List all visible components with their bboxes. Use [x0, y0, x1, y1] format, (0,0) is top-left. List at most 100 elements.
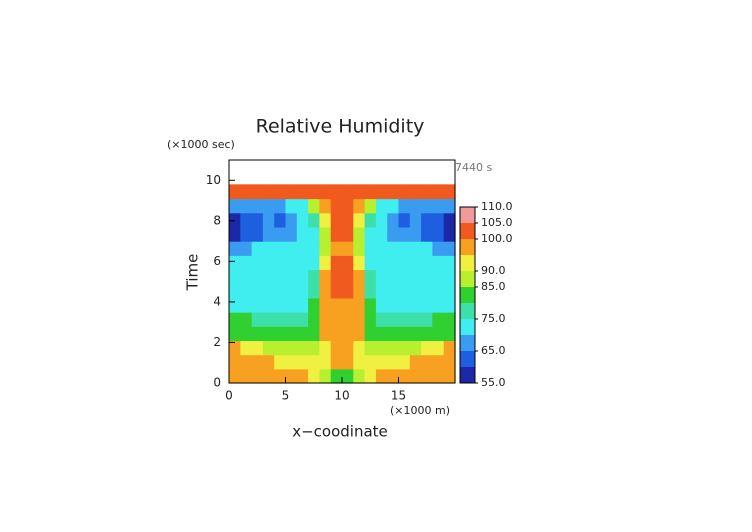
contour-cell	[251, 212, 264, 228]
contour-cell	[421, 297, 433, 313]
contour-cell	[296, 312, 309, 327]
contour-cell	[375, 354, 388, 370]
contour-cell	[421, 340, 433, 356]
contour-cell	[262, 354, 275, 370]
contour-cell	[353, 340, 366, 356]
contour-cell	[229, 184, 241, 200]
contour-cell	[398, 368, 411, 384]
contour-cell	[398, 241, 411, 256]
contour-cell	[432, 198, 445, 214]
contour-cell	[262, 368, 275, 384]
contour-cell	[364, 198, 377, 214]
y-tick-label: 2	[213, 335, 221, 349]
colorbar-segment	[460, 367, 475, 383]
contour-cell	[262, 340, 275, 356]
contour-cell	[364, 226, 377, 242]
contour-cell	[319, 297, 332, 313]
contour-cell	[342, 184, 354, 200]
contour-cell	[274, 326, 287, 342]
contour-cell	[398, 283, 411, 299]
contour-cell	[251, 340, 264, 356]
contour-cell	[262, 283, 275, 299]
contour-cell	[409, 226, 422, 242]
contour-cell	[387, 241, 400, 256]
contour-cell	[330, 184, 343, 200]
contour-cell	[296, 297, 309, 313]
contour-cell	[240, 184, 253, 200]
colorbar-tick-label: 75.0	[481, 312, 506, 325]
contour-cell	[375, 340, 388, 356]
contour-cell	[285, 212, 298, 228]
contour-cell	[421, 255, 433, 271]
contour-cell	[432, 226, 445, 242]
contour-cell	[375, 368, 388, 384]
contour-cell	[387, 312, 400, 327]
contour-cell	[342, 212, 354, 228]
contour-cell	[251, 198, 264, 214]
contour-cell	[409, 184, 422, 200]
contour-cell	[409, 255, 422, 271]
contour-cell	[285, 368, 298, 384]
contour-cell	[421, 354, 433, 370]
contour-cell	[409, 198, 422, 214]
x-axis-label: x−coodinate	[292, 423, 388, 441]
contour-cell	[421, 212, 433, 228]
contour-cell	[443, 212, 456, 228]
contour-cell	[342, 269, 354, 285]
contour-cell	[342, 368, 354, 384]
time-annotation: 7440 s	[455, 161, 492, 174]
contour-cell	[274, 283, 287, 299]
contour-cell	[296, 354, 309, 370]
contour-cell	[285, 283, 298, 299]
contour-cell	[308, 312, 320, 327]
contour-cell	[375, 326, 388, 342]
contour-cell	[251, 283, 264, 299]
contour-cell	[274, 241, 287, 256]
contour-cell	[443, 312, 456, 327]
contour-cell	[251, 226, 264, 242]
contour-cell	[443, 368, 456, 384]
contour-cell	[375, 255, 388, 271]
contour-cell	[240, 312, 253, 327]
contour-cell	[387, 184, 400, 200]
contour-cell	[353, 297, 366, 313]
contour-cell	[398, 198, 411, 214]
contour-cell	[330, 212, 343, 228]
contour-cell	[240, 340, 253, 356]
contour-cell	[274, 184, 287, 200]
contour-cell	[229, 354, 241, 370]
contour-cell	[285, 226, 298, 242]
contour-cell	[330, 354, 343, 370]
contour-cell	[274, 312, 287, 327]
contour-cell	[353, 269, 366, 285]
contour-cell	[387, 226, 400, 242]
contour-cell	[319, 212, 332, 228]
y-tick-label: 8	[213, 213, 221, 227]
contour-cell	[421, 226, 433, 242]
contour-cell	[432, 368, 445, 384]
contour-cell	[353, 226, 366, 242]
contour-cell	[421, 184, 433, 200]
colorbar-tick-label: 65.0	[481, 344, 506, 357]
contour-cell	[353, 212, 366, 228]
contour-cell	[443, 283, 456, 299]
contour-cell	[274, 354, 287, 370]
contour-cell	[353, 184, 366, 200]
contour-cell	[251, 354, 264, 370]
colorbar-segment	[460, 351, 475, 367]
contour-cell	[443, 226, 456, 242]
contour-cell	[240, 198, 253, 214]
contour-cell	[342, 326, 354, 342]
colorbar-segment	[460, 239, 475, 255]
y-tick-label: 6	[213, 254, 221, 268]
contour-cell	[409, 326, 422, 342]
contour-cell	[353, 255, 366, 271]
colorbar-segment	[460, 287, 475, 303]
contour-cell	[240, 283, 253, 299]
contour-cell	[319, 283, 332, 299]
contour-cell	[330, 297, 343, 313]
colorbar-segment	[460, 255, 475, 271]
contour-cell	[432, 269, 445, 285]
contour-cell	[308, 226, 320, 242]
contour-cell	[240, 255, 253, 271]
